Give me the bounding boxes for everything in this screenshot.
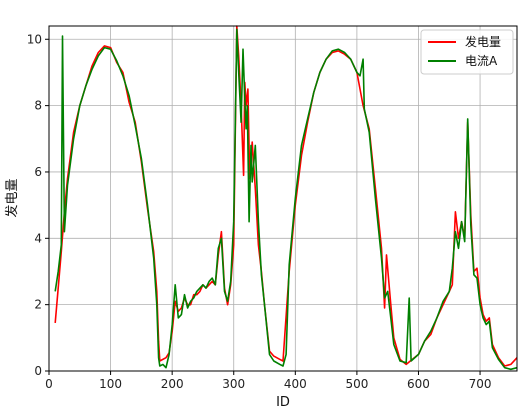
x-tick-label: 100 [99, 377, 122, 391]
y-tick-label: 4 [34, 231, 42, 245]
x-tick-label: 200 [161, 377, 184, 391]
legend-label-power: 发电量 [465, 34, 501, 49]
x-tick-label: 600 [407, 377, 430, 391]
y-tick-label: 6 [34, 165, 42, 179]
y-axis-label: 发电量 [4, 178, 20, 217]
y-tick-label: 0 [34, 364, 42, 378]
y-tick-label: 8 [34, 99, 42, 113]
axis-ticks: 0 100 200 300 400 500 600 700 0 2 4 6 8 10 [27, 32, 492, 391]
y-tick-label: 2 [34, 298, 42, 312]
legend: 发电量 电流A [420, 29, 514, 75]
grid [48, 26, 517, 372]
series-line-0 [54, 25, 518, 367]
plot-frame [48, 25, 518, 372]
x-tick-label: 500 [345, 377, 368, 391]
legend-label-current: 电流A [465, 54, 498, 68]
plot-area [54, 25, 518, 371]
x-tick-label: 700 [469, 377, 492, 391]
x-tick-label: 0 [45, 377, 53, 391]
series-line-1 [54, 28, 518, 371]
y-tick-label: 10 [27, 32, 42, 46]
x-tick-label: 300 [222, 377, 245, 391]
x-tick-label: 400 [284, 377, 307, 391]
x-axis-label: ID [276, 395, 290, 410]
